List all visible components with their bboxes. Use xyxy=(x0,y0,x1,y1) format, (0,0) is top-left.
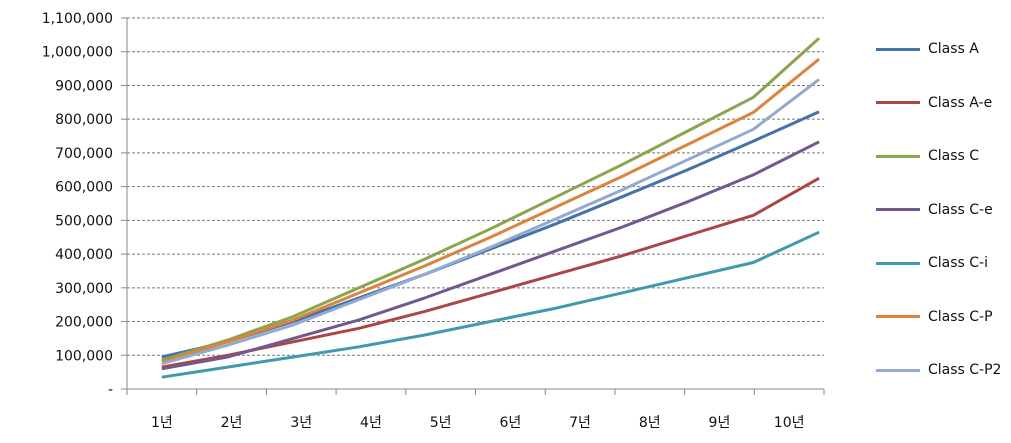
y-tick-label: 400,000 xyxy=(55,247,113,263)
legend-label: Class C-i xyxy=(928,255,988,271)
legend-swatch xyxy=(876,315,920,318)
legend-label: Class A xyxy=(928,41,979,57)
series-line-class-a-e xyxy=(161,176,820,369)
y-tick-label: 500,000 xyxy=(55,213,113,229)
x-tick-label: 3년 xyxy=(290,415,312,431)
x-tick-label: 9년 xyxy=(709,415,731,431)
legend-swatch xyxy=(876,101,920,104)
legend-swatch xyxy=(876,47,920,51)
series-line-class-c-p2 xyxy=(161,78,821,366)
legend-label: Class A-e xyxy=(928,94,993,111)
legend-swatch xyxy=(876,154,920,158)
y-tick-label: 300,000 xyxy=(55,281,113,297)
y-tick-label: 900,000 xyxy=(55,78,113,94)
legend-item: Class C-P2 xyxy=(876,359,1001,381)
legend-item: Class C-e xyxy=(876,199,993,221)
y-tick-label: 200,000 xyxy=(55,315,113,331)
x-tick-label: 2년 xyxy=(221,415,243,431)
x-tick-label: 10년 xyxy=(774,415,805,431)
y-tick-label: 700,000 xyxy=(55,146,113,162)
legend-item: Class C xyxy=(876,145,979,167)
legend-item: Class A xyxy=(876,38,979,60)
legend-label: Class C xyxy=(928,148,980,164)
y-tick-label: 600,000 xyxy=(55,180,113,196)
x-tick-label: 6년 xyxy=(499,415,521,431)
legend-label: Class C-P2 xyxy=(928,362,1002,378)
legend-swatch xyxy=(876,208,920,211)
legend-label: Class C-e xyxy=(928,201,993,218)
y-tick-label: - xyxy=(108,382,113,398)
series-line-class-c-i xyxy=(161,230,820,379)
legend-swatch xyxy=(876,368,920,372)
legend-item: Class C-i xyxy=(876,252,988,274)
x-tick-label: 4년 xyxy=(360,415,382,431)
legend-swatch xyxy=(876,261,920,265)
y-tick-label: 100,000 xyxy=(55,348,113,364)
y-tick-label: 1,000,000 xyxy=(42,45,113,61)
y-tick-label: 1,100,000 xyxy=(42,11,113,27)
x-tick-label: 5년 xyxy=(430,415,452,431)
legend-item: Class C-P xyxy=(876,306,993,328)
y-tick-label: 800,000 xyxy=(55,112,113,128)
series-line-class-c xyxy=(161,37,821,362)
series-line-class-c-e xyxy=(161,140,820,371)
series-line-class-c-p xyxy=(161,57,821,364)
x-tick-label: 1년 xyxy=(151,415,173,431)
x-tick-label: 8년 xyxy=(639,415,661,431)
x-tick-label: 7년 xyxy=(569,415,591,431)
legend-label: Class C-P xyxy=(928,308,993,325)
legend-item: Class A-e xyxy=(876,92,992,114)
